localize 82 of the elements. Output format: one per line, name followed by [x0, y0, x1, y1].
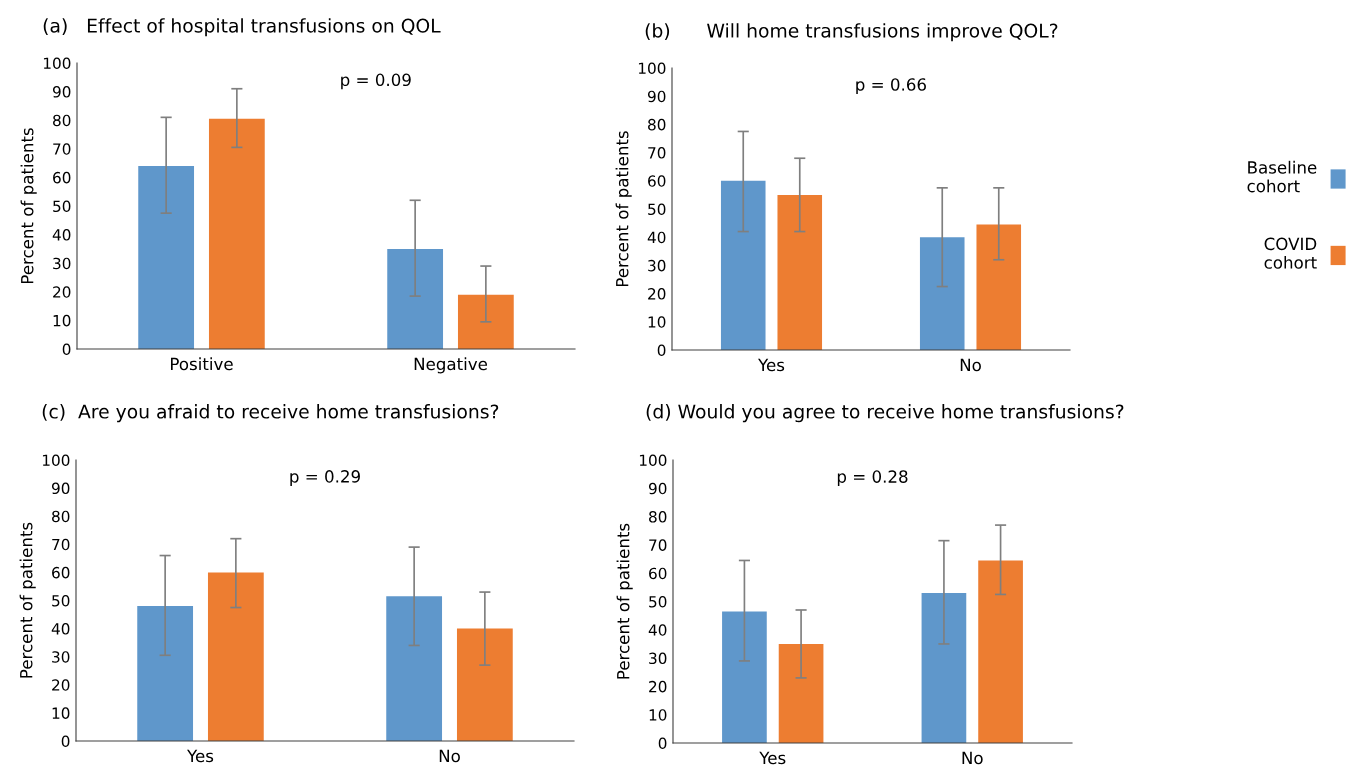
- y-tick-label: 80: [52, 510, 70, 523]
- y-axis-title: Percent of patients: [615, 131, 632, 287]
- bar: [138, 165, 195, 349]
- y-axis-title: Percent of patients: [19, 522, 36, 678]
- y-tick-label: 20: [52, 679, 70, 691]
- x-tick-label: Yes: [187, 749, 214, 763]
- y-axis-title: Percent of patients: [20, 128, 37, 284]
- bar: [207, 572, 264, 741]
- y-tick-label: 100: [42, 454, 70, 467]
- bar: [456, 628, 513, 741]
- y-tick-label: 60: [52, 566, 70, 579]
- x-tick-label: Yes: [759, 751, 786, 765]
- bar: [387, 248, 444, 349]
- y-tick-label: 70: [52, 538, 70, 551]
- y-tick-label: 50: [649, 595, 667, 608]
- bar: [919, 237, 965, 350]
- y-tick-label: 10: [53, 314, 71, 327]
- bar: [457, 294, 514, 349]
- y-tick-label: 40: [647, 231, 666, 244]
- y-tick-label: 20: [648, 288, 666, 300]
- y-tick-label: 40: [51, 623, 70, 635]
- y-tick-label: 10: [648, 316, 666, 328]
- y-tick-label: 10: [649, 709, 667, 721]
- y-tick-label: 20: [649, 680, 667, 693]
- y-tick-label: 30: [52, 651, 70, 663]
- annotation: p = 0.29: [290, 470, 360, 486]
- bar: [921, 593, 967, 743]
- y-tick-label: 60: [649, 567, 667, 580]
- y-tick-label: 100: [43, 57, 71, 70]
- y-tick-label: 50: [648, 203, 666, 216]
- legend-label: Baseline cohort: [1247, 160, 1317, 193]
- y-tick-label: 0: [62, 343, 71, 356]
- x-tick-label: Positive: [171, 357, 233, 371]
- y-tick-label: 100: [639, 454, 667, 467]
- y-tick-label: 60: [648, 175, 666, 187]
- bar: [978, 560, 1023, 743]
- chart-title: (c) Are you afraid to receive home transfusions?: [42, 404, 499, 423]
- y-tick-label: 80: [53, 114, 71, 127]
- y-tick-label: 80: [649, 511, 667, 523]
- y-tick-label: 90: [647, 90, 666, 103]
- y-tick-label: 90: [51, 482, 70, 495]
- chart-title: (a) Effect of hospital transfusions on QOL: [43, 18, 441, 37]
- x-tick-label: No: [960, 358, 981, 372]
- bar: [778, 643, 824, 743]
- legend-label: COVID cohort: [1264, 237, 1317, 269]
- bar: [777, 194, 823, 350]
- y-tick-label: 30: [649, 652, 667, 665]
- y-tick-label: 40: [52, 229, 71, 241]
- chart-title: (b) Will home transfusions improve QOL?: [645, 23, 1058, 42]
- annotation: p = 0.09: [341, 73, 411, 90]
- y-tick-label: 10: [52, 707, 70, 719]
- y-tick-label: 30: [648, 259, 666, 272]
- y-axis-title: Percent of patients: [616, 523, 633, 679]
- bar: [722, 611, 767, 743]
- y-tick-label: 50: [52, 594, 70, 607]
- bar: [976, 224, 1022, 350]
- y-tick-label: 70: [649, 539, 667, 551]
- bar: [137, 606, 194, 741]
- y-tick-label: 70: [648, 147, 666, 159]
- y-tick-label: 0: [658, 737, 667, 750]
- y-tick-label: 90: [648, 482, 667, 495]
- y-tick-label: 0: [61, 735, 70, 748]
- y-tick-label: 100: [638, 62, 666, 75]
- bar: [208, 118, 265, 349]
- y-tick-label: 70: [53, 143, 71, 155]
- bar: [386, 596, 443, 741]
- annotation: p = 0.66: [856, 78, 926, 95]
- x-tick-label: Negative: [414, 357, 488, 374]
- y-tick-label: 40: [648, 624, 667, 636]
- chart-title: (d) Would you agree to receive home transfusions?: [646, 404, 1124, 423]
- x-tick-label: No: [439, 749, 460, 763]
- y-tick-label: 20: [53, 286, 71, 298]
- x-tick-label: Yes: [758, 358, 785, 372]
- y-tick-label: 60: [53, 171, 71, 184]
- y-tick-label: 80: [648, 118, 666, 131]
- x-tick-label: No: [962, 751, 983, 765]
- y-tick-label: 30: [53, 257, 71, 270]
- y-tick-label: 90: [52, 86, 71, 98]
- y-tick-label: 0: [657, 344, 666, 357]
- bar: [720, 180, 766, 350]
- y-tick-label: 50: [53, 200, 71, 213]
- annotation: p = 0.28: [837, 470, 908, 487]
